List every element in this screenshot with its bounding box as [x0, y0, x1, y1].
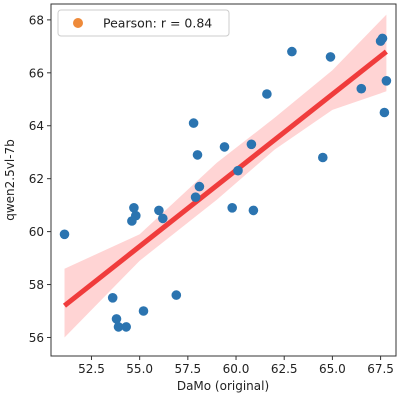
data-point-12	[171, 290, 182, 300]
data-point-8	[131, 210, 141, 221]
data-point-18	[227, 203, 237, 213]
regression-line-layer	[62, 49, 388, 308]
x-tick-label-3: 57.5	[174, 362, 201, 376]
data-point-22	[262, 89, 272, 99]
legend-marker	[73, 18, 83, 28]
y-tick-label-5: 64	[29, 119, 44, 133]
x-tick-label-6: 65.0	[319, 362, 346, 376]
data-point-30	[381, 76, 392, 86]
x-axis-label: DaMo (original)	[177, 379, 269, 393]
legend-label: Pearson: r = 0.84	[103, 16, 212, 31]
data-point-7	[129, 203, 139, 213]
x-tick-label-4: 60.0	[223, 362, 250, 376]
x-tick-label-2: 55.0	[126, 362, 153, 376]
data-point-15	[192, 150, 203, 160]
regression-line	[62, 49, 388, 308]
y-axis-label: qwen2.5vl-7b	[3, 139, 17, 221]
data-point-21	[248, 205, 259, 216]
y-tick-label-7: 68	[29, 13, 44, 27]
plot-frame	[50, 3, 397, 357]
data-point-19	[233, 165, 243, 176]
data-point-29	[379, 107, 390, 118]
data-point-24	[318, 152, 328, 163]
data-point-11	[158, 213, 168, 224]
data-point-1	[59, 229, 70, 240]
y-tick-label-4: 62	[29, 172, 44, 186]
data-points-layer	[59, 33, 392, 332]
data-point-25	[325, 52, 336, 62]
data-point-28	[377, 33, 388, 44]
x-tick-label-7: 67.5	[367, 362, 394, 376]
y-tick-label-3: 60	[29, 225, 44, 239]
data-point-13	[188, 118, 199, 128]
data-point-2	[107, 293, 118, 303]
y-axis-ticks: 56 58 60 62 64 66 68	[29, 13, 51, 345]
data-point-23	[287, 46, 297, 57]
x-tick-label-1: 52.5	[78, 362, 105, 376]
data-point-3	[111, 314, 122, 324]
legend-box	[57, 9, 230, 37]
data-point-17	[219, 142, 230, 152]
data-point-16	[194, 181, 205, 192]
y-tick-label-6: 66	[29, 66, 44, 80]
data-point-4	[113, 322, 124, 332]
x-tick-label-5: 62.5	[271, 362, 298, 376]
y-tick-label-1: 56	[29, 331, 44, 345]
data-point-14	[190, 192, 201, 202]
x-axis-ticks: 52.5 55.0 57.5 60.0 62.5 65.0 67.5	[78, 356, 394, 376]
y-tick-label-2: 58	[29, 278, 44, 292]
data-point-26	[356, 83, 367, 94]
data-point-5	[121, 322, 131, 332]
data-point-9	[138, 306, 149, 316]
legend: Pearson: r = 0.84	[57, 9, 230, 37]
data-point-10	[154, 205, 164, 216]
data-point-20	[246, 139, 257, 150]
